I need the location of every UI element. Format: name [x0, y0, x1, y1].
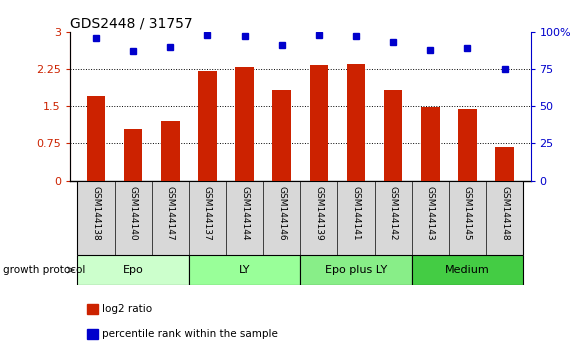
Text: Medium: Medium [445, 265, 490, 275]
Text: GSM144137: GSM144137 [203, 187, 212, 241]
Bar [310, 65, 328, 181]
Bar [78, 255, 189, 285]
Bar [495, 147, 514, 181]
Text: growth protocol: growth protocol [3, 265, 85, 275]
Text: GSM144148: GSM144148 [500, 187, 509, 241]
Bar [236, 67, 254, 181]
Text: GSM144140: GSM144140 [129, 187, 138, 241]
Bar [87, 96, 106, 181]
Bar [300, 255, 412, 285]
Text: Epo: Epo [123, 265, 143, 275]
Text: GSM144141: GSM144141 [352, 187, 360, 241]
Text: GSM144138: GSM144138 [92, 187, 100, 241]
Bar [421, 107, 440, 181]
Bar [189, 255, 300, 285]
Bar [198, 70, 217, 181]
Text: GSM144145: GSM144145 [463, 187, 472, 241]
Bar [161, 121, 180, 181]
Text: percentile rank within the sample: percentile rank within the sample [102, 329, 278, 339]
Text: GDS2448 / 31757: GDS2448 / 31757 [70, 17, 192, 31]
Bar [412, 255, 523, 285]
Text: GSM144142: GSM144142 [389, 187, 398, 241]
Text: GSM144139: GSM144139 [314, 187, 324, 241]
Text: Epo plus LY: Epo plus LY [325, 265, 387, 275]
Bar [347, 64, 365, 181]
Bar [384, 90, 402, 181]
Text: LY: LY [239, 265, 250, 275]
Text: GSM144146: GSM144146 [277, 187, 286, 241]
Text: GSM144147: GSM144147 [166, 187, 175, 241]
Text: GSM144143: GSM144143 [426, 187, 435, 241]
Text: log2 ratio: log2 ratio [102, 304, 152, 314]
Text: GSM144144: GSM144144 [240, 187, 249, 241]
Bar [458, 109, 477, 181]
Bar [272, 90, 291, 181]
Bar [124, 129, 142, 181]
